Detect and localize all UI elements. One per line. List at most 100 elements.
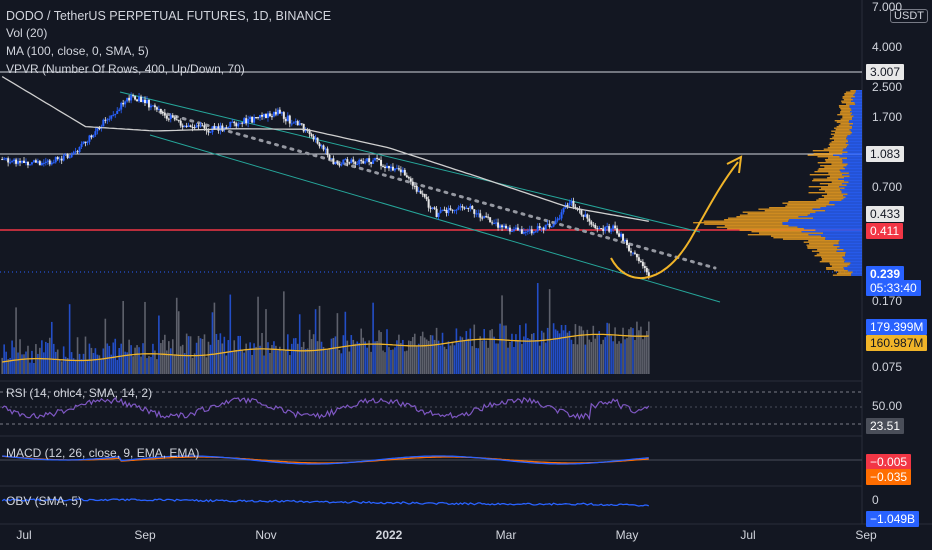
- volume-bar: [350, 335, 353, 374]
- candle-body: [46, 160, 49, 162]
- price-tick: 2.500: [872, 80, 903, 94]
- volume-bar: [201, 339, 204, 374]
- indicator-legend-ma[interactable]: MA (100, close, 0, SMA, 5): [6, 44, 149, 58]
- rsi-legend[interactable]: RSI (14, ohlc4, SMA, 14, 2): [6, 386, 153, 400]
- candle-body: [616, 228, 619, 234]
- vpvr-row-up: [846, 147, 862, 149]
- indicator-legend-vpvr[interactable]: VPVR (Number Of Rows, 400, Up/Down, 70): [6, 62, 245, 76]
- candle-body: [382, 165, 385, 167]
- vpvr-row-down: [841, 102, 855, 104]
- vpvr-row-up: [853, 94, 862, 96]
- vpvr-row-up: [841, 183, 862, 185]
- candle-body: [48, 160, 51, 165]
- candle-body: [199, 125, 202, 127]
- macd-legend[interactable]: MACD (12, 26, close, 9, EMA, EMA): [6, 446, 200, 460]
- volume-bar: [239, 335, 242, 374]
- volume-bar: [11, 340, 13, 374]
- vpvr-row-up: [839, 246, 862, 248]
- obv-legend[interactable]: OBV (SMA, 5): [6, 494, 83, 508]
- candle-body: [257, 117, 260, 119]
- candle-body: [11, 161, 14, 163]
- last-price-tag: 0.239: [866, 266, 905, 282]
- channel-upper-line[interactable]: [119, 91, 701, 233]
- volume-bar: [624, 339, 626, 374]
- candle-body: [225, 127, 228, 129]
- vpvr-row-down: [841, 109, 852, 111]
- volume-bar: [427, 340, 430, 374]
- volume-bar: [304, 348, 307, 374]
- volume-bar: [283, 291, 285, 374]
- vpvr-row-down: [818, 198, 844, 200]
- vpvr-row-down: [835, 129, 850, 131]
- candle-body: [237, 123, 240, 127]
- volume-bar: [126, 352, 128, 374]
- candle-body: [98, 127, 101, 129]
- indicator-legend-volume[interactable]: Vol (20): [6, 26, 48, 40]
- volume-bar: [169, 348, 172, 374]
- candle-body: [485, 216, 488, 218]
- candle-body: [145, 99, 148, 104]
- candle-body: [556, 218, 559, 221]
- candle-body: [538, 226, 541, 229]
- macd-line: [2, 455, 649, 465]
- vpvr-row-up: [846, 165, 862, 167]
- volume-bar: [179, 346, 182, 374]
- vpvr-row-up: [838, 241, 862, 243]
- price-tag-3007: 3.007: [866, 64, 905, 80]
- channel-midline[interactable]: [158, 110, 717, 270]
- volume-bar: [112, 342, 115, 374]
- vpvr-row-up: [839, 240, 862, 242]
- volume-bar: [437, 340, 440, 374]
- vpvr-row-down: [829, 145, 848, 147]
- candle-body: [393, 168, 396, 171]
- volume-bar: [489, 330, 491, 374]
- vpvr-row-up: [847, 135, 862, 137]
- volume-bar: [102, 348, 105, 374]
- candle-body: [645, 268, 648, 273]
- volume-bar: [31, 350, 33, 374]
- volume-bar: [203, 334, 206, 374]
- candle-body: [449, 208, 452, 210]
- volume-bar: [592, 325, 595, 374]
- projection-curve[interactable]: [610, 161, 739, 279]
- candle-body: [78, 146, 81, 153]
- candle-body: [28, 164, 31, 166]
- volume-bar: [612, 341, 614, 374]
- candle-body: [322, 145, 325, 150]
- vpvr-row-up: [852, 117, 862, 119]
- volume-bar: [235, 349, 238, 374]
- vpvr-row-down: [830, 133, 851, 135]
- currency-badge[interactable]: USDT: [890, 9, 928, 23]
- volume-bar: [223, 336, 226, 374]
- candle-body: [342, 159, 345, 165]
- candle-body: [320, 145, 323, 147]
- volume-bar: [94, 348, 97, 374]
- volume-bar: [160, 343, 162, 374]
- vpvr-row-down: [820, 165, 847, 167]
- volume-bar: [380, 332, 382, 374]
- vpvr-row-up: [849, 106, 862, 108]
- vpvr-row-down: [817, 249, 844, 251]
- vpvr-row-down: [808, 240, 840, 242]
- candle-body: [385, 165, 388, 169]
- candle-body: [391, 166, 394, 171]
- volume-bar: [542, 332, 545, 374]
- volume-bar: [376, 341, 378, 374]
- candle-body: [461, 206, 464, 208]
- vpvr-row-up: [848, 181, 862, 183]
- candle-body: [5, 158, 8, 160]
- vpvr-row-up: [807, 214, 862, 216]
- vpvr-row-up: [846, 184, 862, 186]
- candle-body: [280, 112, 283, 114]
- candle-body: [26, 161, 29, 166]
- candle-body: [231, 121, 234, 123]
- candle-body: [399, 169, 402, 173]
- candle-body: [566, 204, 569, 206]
- volume-bar: [527, 338, 529, 374]
- price-tick: 1.700: [872, 110, 903, 124]
- volume-bar: [499, 323, 501, 374]
- volume-bar: [185, 333, 188, 374]
- vpvr-row-up: [834, 204, 862, 206]
- volume-bar: [425, 339, 428, 374]
